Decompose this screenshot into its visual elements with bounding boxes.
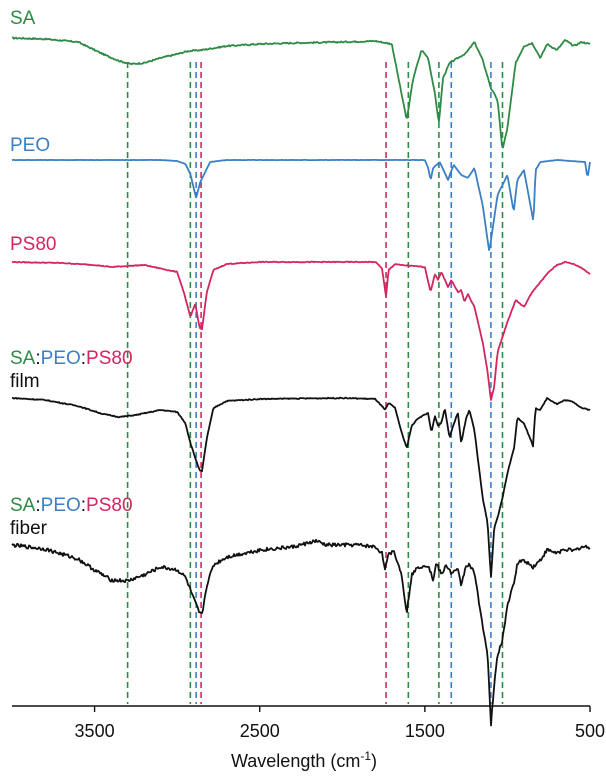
- label-fiber-sep2: :: [81, 495, 86, 516]
- x-tick-label-1500: 1500: [405, 721, 445, 741]
- x-axis-title-superscript: -1: [360, 749, 371, 763]
- reference-lines: [126, 62, 504, 704]
- label-fiber: fiber: [10, 518, 48, 539]
- label-film-peo: PEO: [41, 348, 81, 369]
- label-sa: SA: [10, 8, 36, 29]
- x-tick-label-500: 500: [575, 721, 605, 741]
- label-peo: PEO: [10, 135, 50, 156]
- label-fiber-sa: SA: [10, 495, 36, 516]
- label-film-composition: SA:PEO:PS80: [10, 348, 133, 369]
- x-tick-label-3500: 3500: [75, 721, 115, 741]
- label-ps80: PS80: [10, 234, 56, 255]
- series-line-sa-peo-ps80-film: [12, 396, 591, 578]
- x-axis-title-text: Wavelength (cm: [231, 751, 360, 771]
- series-line-ps80: [11, 260, 591, 401]
- x-axis-ticks: 3500 2500 1500 500: [75, 706, 605, 741]
- label-fiber-peo: PEO: [41, 495, 81, 516]
- label-fiber-composition: SA:PEO:PS80: [10, 495, 133, 516]
- label-fiber-ps80: PS80: [86, 495, 132, 516]
- label-film-sep2: :: [81, 348, 86, 369]
- label-film-sep1: :: [35, 348, 40, 369]
- series-line-sa-peo-ps80-fiber: [11, 538, 591, 727]
- series-line-peo: [11, 159, 591, 251]
- series-line-sa: [11, 36, 591, 149]
- x-axis-title: Wavelength (cm-1): [231, 749, 377, 771]
- spectra-series: [11, 36, 591, 727]
- label-film-ps80: PS80: [86, 348, 132, 369]
- label-film: film: [10, 371, 40, 392]
- x-tick-label-2500: 2500: [240, 721, 280, 741]
- label-fiber-sep1: :: [35, 495, 40, 516]
- x-axis-title-close: ): [371, 751, 377, 771]
- label-film-sa: SA: [10, 348, 36, 369]
